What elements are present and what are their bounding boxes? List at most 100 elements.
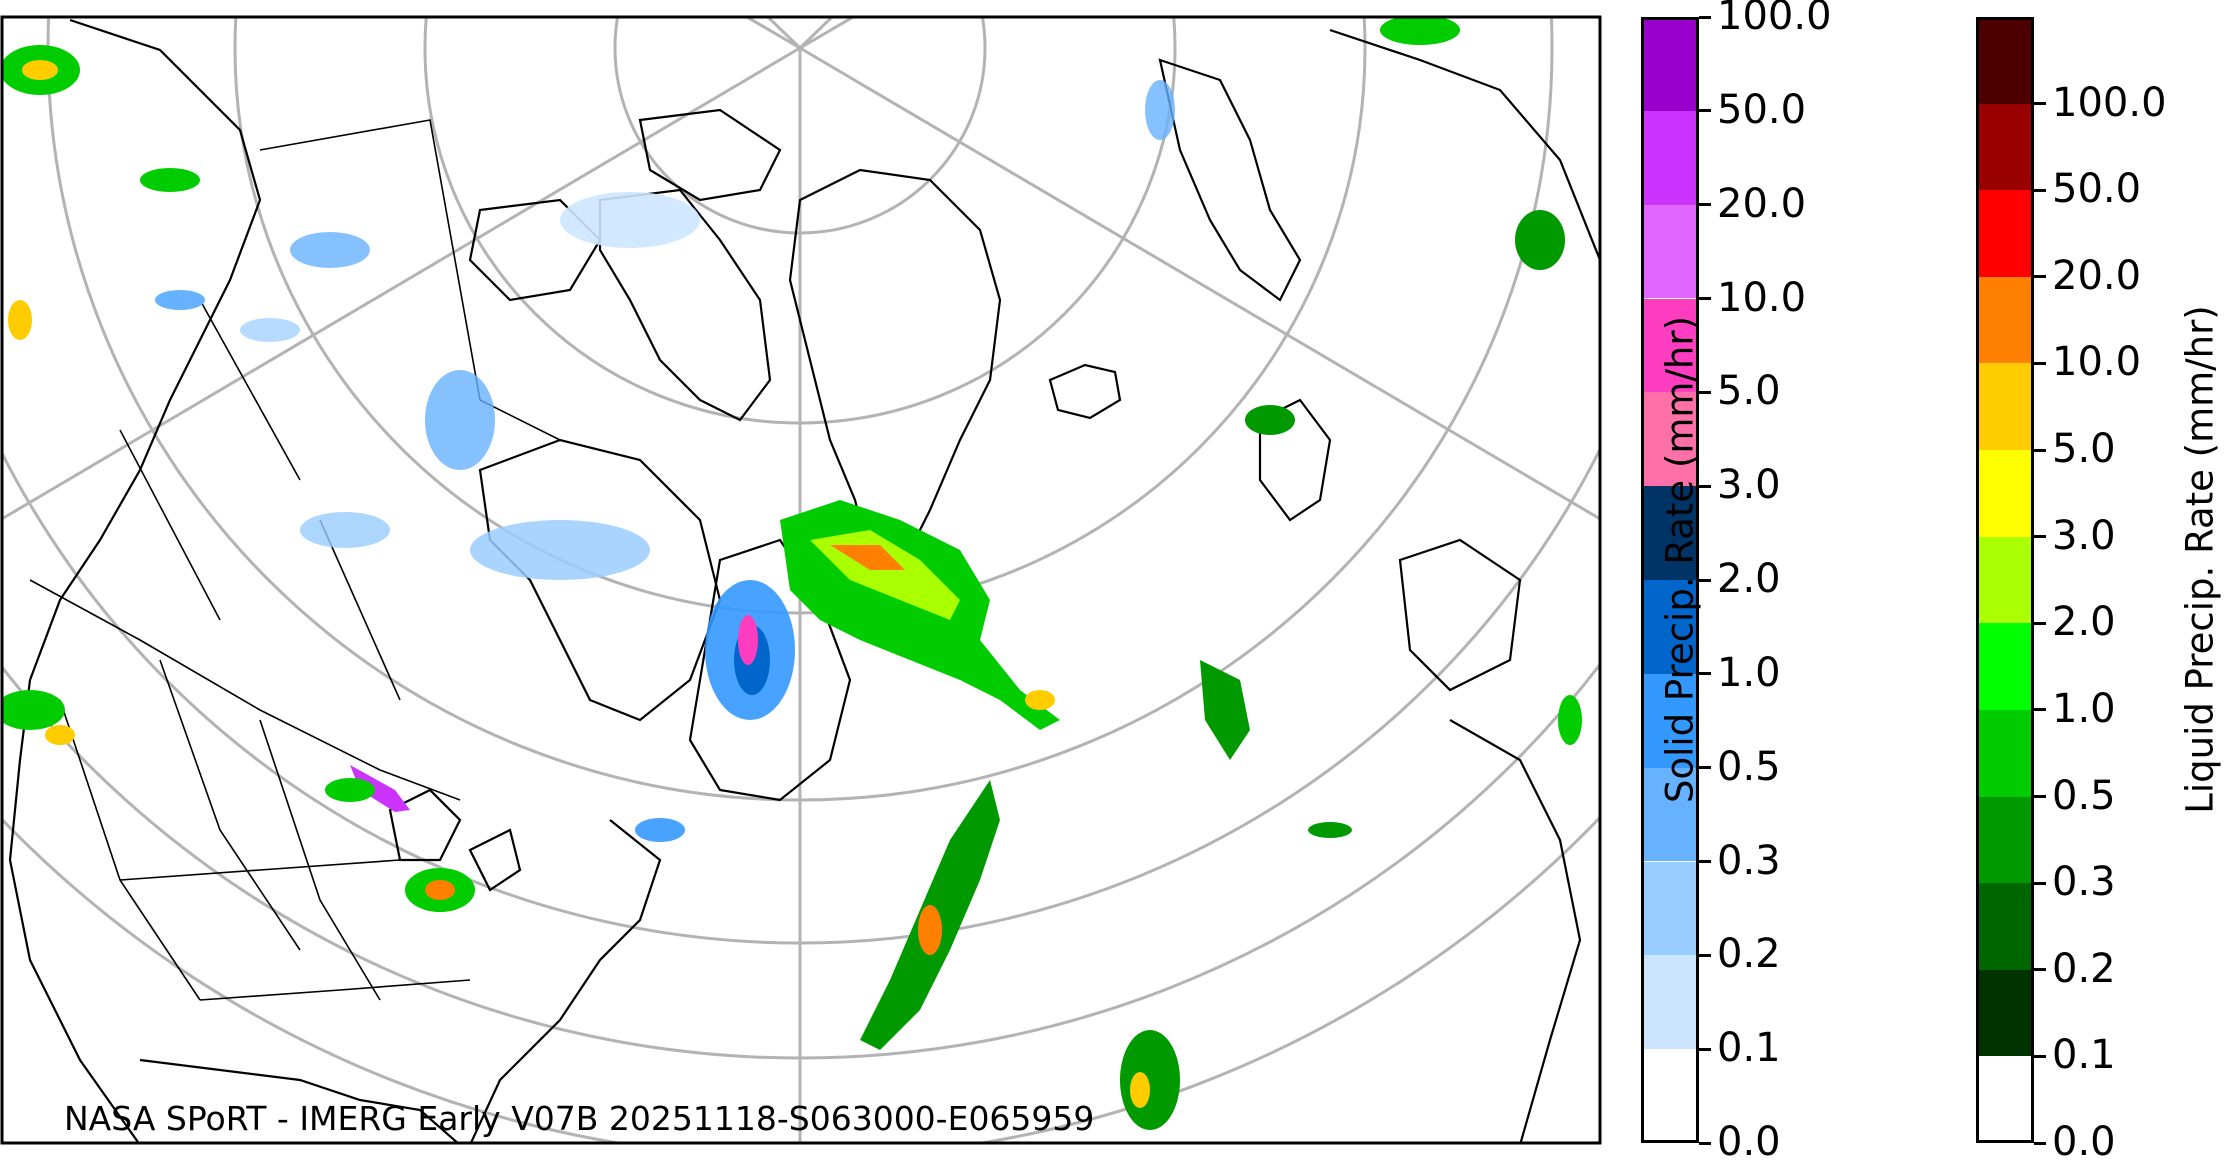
liquid-colorbar-segment: [1976, 623, 2034, 710]
liquid-colorbar-frame: [1976, 17, 2034, 1143]
liquid-colorbar-tick-label: 0.1: [2052, 1032, 2116, 1079]
solid-colorbar-segment: [1641, 955, 1699, 1050]
liquid-colorbar-tick: [2034, 1054, 2046, 1058]
province-border-5: [319, 519, 401, 701]
liquid-colorbar-segment: [1976, 1056, 2034, 1143]
solid-colorbar-segment: [1641, 1049, 1699, 1143]
solid-colorbar-tick-label: 3.0: [1717, 462, 1781, 509]
norway-coast: [1158, 58, 1302, 302]
province-border-3: [119, 429, 221, 621]
liquid-colorbar-tick: [2034, 102, 2046, 106]
arctic-islands-coast: [468, 198, 602, 302]
solid-colorbar-tick: [1699, 672, 1711, 676]
iceland-coast: [1048, 363, 1122, 420]
ellesmere-coast: [638, 108, 782, 202]
liquid-colorbar-segment: [1976, 796, 2034, 884]
solid-colorbar-tick: [1699, 203, 1711, 207]
solid-colorbar-segment: [1641, 392, 1699, 487]
africa-coast: [1449, 719, 1582, 1143]
solid-colorbar-segment: [1641, 767, 1699, 862]
liquid-colorbar-tick-label: 50.0: [2052, 166, 2142, 213]
britain-coast: [1258, 398, 1332, 522]
canada-us-border: [29, 579, 461, 801]
liquid-colorbar-segment: [1976, 450, 2034, 537]
great-lakes: [388, 788, 522, 892]
solid-colorbar-tick-label: 10.0: [1717, 274, 1807, 321]
solid-colorbar-tick: [1699, 15, 1711, 19]
solid-colorbar-segment: [1641, 861, 1699, 956]
graticule-lon-30w: [799, 46, 1600, 521]
liquid-colorbar: [1976, 17, 2034, 1143]
liquid-colorbar-tick: [2034, 795, 2046, 799]
pacific-coast: [8, 679, 140, 1143]
solid-colorbar-segment: [1641, 486, 1699, 580]
solid-colorbar-tick: [1699, 1047, 1711, 1051]
precip-cell-great-lakes-snow: [350, 765, 410, 812]
solid-colorbar-tick-label: 5.0: [1717, 368, 1781, 415]
province-border-2: [199, 299, 301, 481]
solid-colorbar-segment: [1641, 580, 1699, 674]
greenland-coast: [788, 168, 1002, 572]
credit-text: NASA SPoRT - IMERG Early V07B 20251118-S…: [64, 1099, 1094, 1138]
liquid-colorbar-tick: [2034, 275, 2046, 279]
alaska-coast: [28, 18, 262, 681]
province-border-1: [259, 119, 481, 401]
solid-colorbar-tick: [1699, 390, 1711, 394]
liquid-precip-layer: [2, 17, 1582, 1130]
state-border-2: [159, 659, 301, 951]
liquid-colorbar-tick: [2034, 188, 2046, 192]
liquid-colorbar-segment: [1976, 969, 2034, 1057]
liquid-colorbar-title: Liquid Precip. Rate (mm/hr): [2178, 305, 2222, 814]
liquid-colorbar-segment: [1976, 190, 2034, 277]
map-border: [0, 15, 1602, 1145]
graticule-lon-30e: [2, 46, 801, 521]
solid-colorbar-tick: [1699, 297, 1711, 300]
liquid-colorbar-tick: [2034, 968, 2046, 972]
liquid-colorbar-tick-label: 0.5: [2052, 772, 2116, 819]
liquid-colorbar-tick: [2034, 621, 2046, 625]
liquid-colorbar-tick-label: 2.0: [2052, 599, 2116, 646]
solid-colorbar-tick: [1699, 953, 1711, 957]
solid-colorbar-tick: [1699, 860, 1711, 863]
solid-colorbar-title: Solid Precip. Rate (mm/hr): [1658, 315, 1702, 804]
liquid-colorbar-tick: [2034, 1141, 2046, 1145]
solid-colorbar-segment: [1641, 298, 1699, 393]
liquid-colorbar-segment: [1976, 363, 2034, 451]
liquid-colorbar-tick-label: 3.0: [2052, 512, 2116, 559]
precip-cell-hudson-bay-snow: [470, 520, 650, 580]
liquid-colorbar-tick-label: 0.3: [2052, 859, 2116, 906]
solid-colorbar-tick: [1699, 578, 1711, 582]
solid-colorbar-frame: [1641, 17, 1699, 1143]
liquid-colorbar-tick-label: 0.2: [2052, 945, 2116, 992]
liquid-colorbar-tick: [2034, 881, 2046, 885]
liquid-colorbar-tick-label: 10.0: [2052, 339, 2142, 386]
solid-colorbar-tick-label: 100.0: [1717, 0, 1832, 39]
liquid-colorbar-segment: [1976, 536, 2034, 624]
solid-colorbar-tick-label: 0.5: [1717, 743, 1781, 790]
solid-precip-layer: [155, 80, 1175, 842]
state-border-4: [119, 859, 401, 881]
gulf-coast: [139, 1058, 460, 1143]
solid-colorbar-tick-label: 0.2: [1717, 931, 1781, 978]
liquid-colorbar-segment: [1976, 17, 2034, 104]
solid-colorbar-segment: [1641, 204, 1699, 299]
solid-colorbar-tick: [1699, 766, 1711, 770]
solid-colorbar-tick-label: 2.0: [1717, 556, 1781, 602]
baffin-island-coast: [598, 188, 772, 422]
solid-colorbar-tick-label: 20.0: [1717, 180, 1807, 227]
liquid-colorbar-tick: [2034, 361, 2046, 365]
iberia-coast: [1398, 538, 1522, 692]
precipitation-map: NASA SPoRT - IMERG Early V07B 20251118-S…: [0, 15, 1602, 1145]
solid-colorbar-tick-label: 50.0: [1717, 86, 1807, 133]
state-border-3: [259, 719, 381, 1001]
europe-coast: [1329, 28, 1600, 261]
liquid-colorbar-segment: [1976, 883, 2034, 970]
solid-colorbar-tick: [1699, 1141, 1711, 1145]
liquid-colorbar-tick-label: 5.0: [2052, 426, 2116, 473]
liquid-colorbar-segment: [1976, 276, 2034, 364]
liquid-colorbar-tick: [2034, 708, 2046, 712]
solid-colorbar-tick: [1699, 109, 1711, 113]
liquid-colorbar-tick-label: 20.0: [2052, 252, 2142, 299]
solid-colorbar-tick: [1699, 484, 1711, 488]
liquid-colorbar-tick-label: 0.0: [2052, 1119, 2116, 1165]
